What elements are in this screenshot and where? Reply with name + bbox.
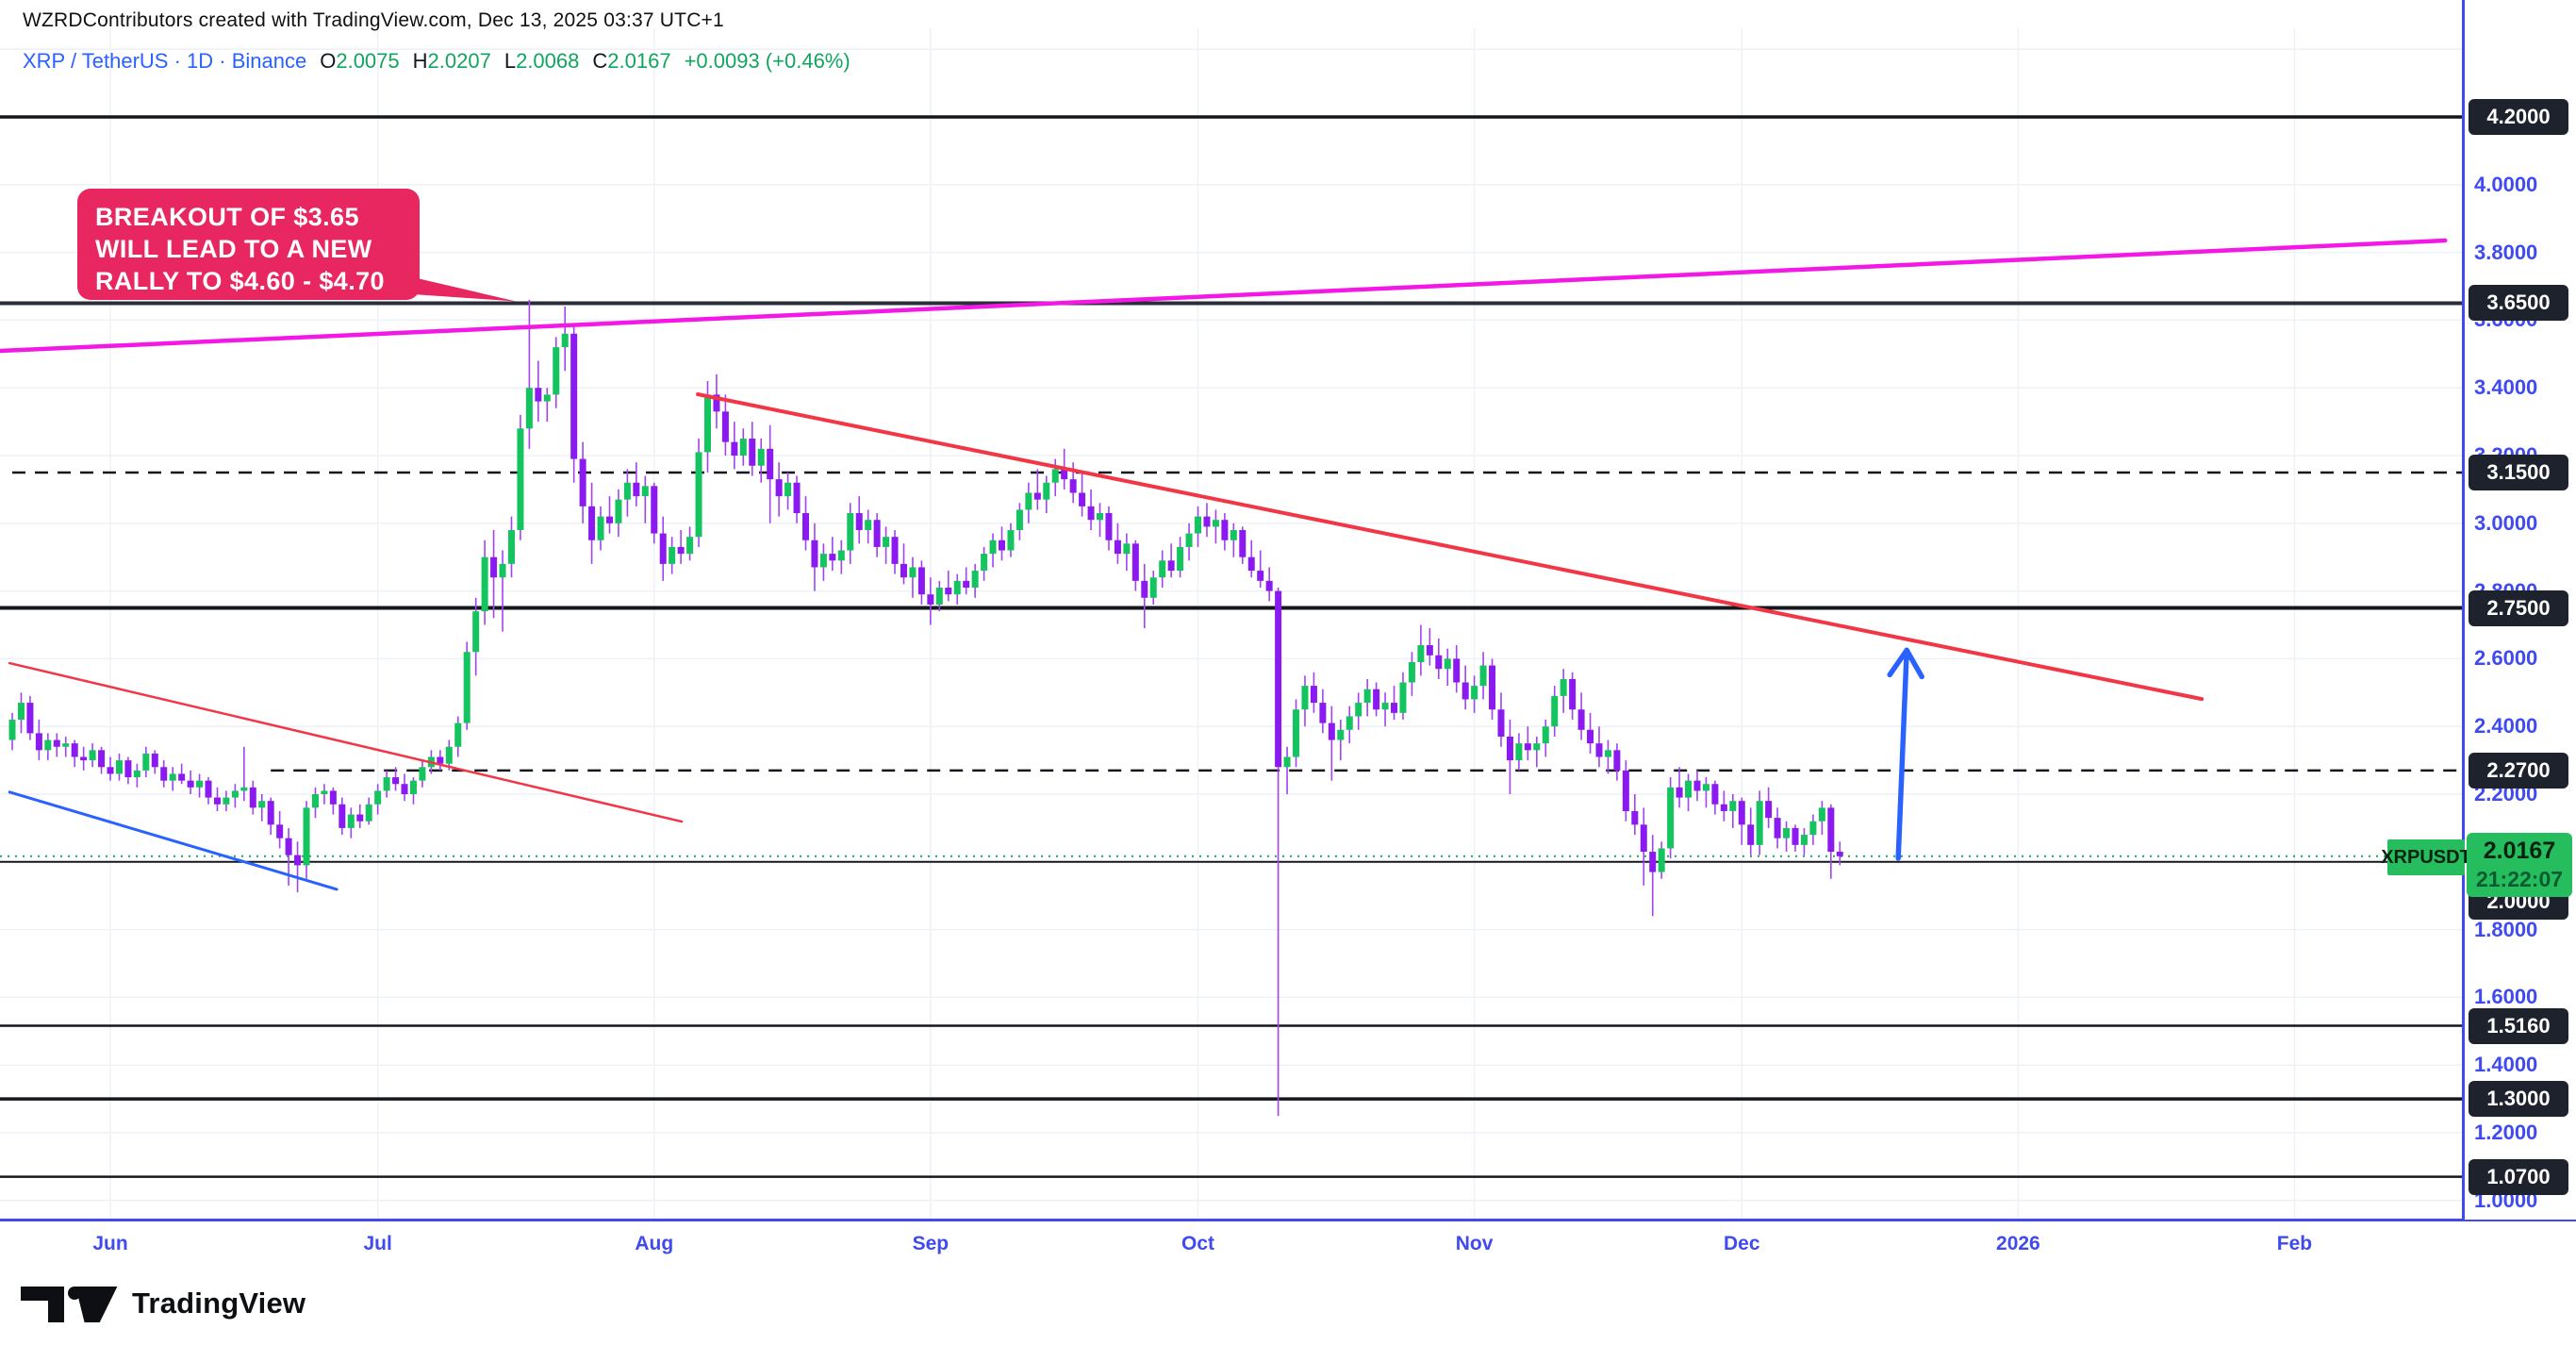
price-level-badge-1.0700: 1.0700 (2469, 1158, 2568, 1195)
ascending-magenta[interactable] (0, 238, 2448, 354)
price-tick-3.0000: 3.0000 (2474, 510, 2538, 535)
blue-up-arrow[interactable] (1887, 647, 1924, 861)
time-tick-Jul: Jul (363, 1233, 392, 1254)
time-tick-Sep: Sep (912, 1233, 949, 1254)
time-tick-Jun: Jun (92, 1233, 128, 1254)
close-label: C (592, 49, 608, 73)
time-tick-2026: 2026 (1996, 1233, 2040, 1254)
price-tick-4.0000: 4.0000 (2474, 172, 2538, 196)
price-level-badge-2.7500: 2.7500 (2469, 589, 2568, 626)
tradingview-logo-icon (21, 1287, 118, 1322)
price-tick-1.8000: 1.8000 (2474, 917, 2538, 941)
price-tick-3.4000: 3.4000 (2474, 375, 2538, 400)
price-tick-1.4000: 1.4000 (2474, 1053, 2538, 1077)
change-value: +0.0093 (+0.46%) (684, 49, 850, 73)
last-price-value: 2.0167 (2483, 838, 2556, 864)
candles (8, 299, 1843, 1117)
price-tick-2.6000: 2.6000 (2474, 646, 2538, 671)
tradingview-logo[interactable]: TradingView (21, 1281, 305, 1326)
time-axis[interactable]: Jun Jul Aug Sep Oct Nov Dec 2026 Feb (0, 1220, 2576, 1270)
trendlines[interactable] (0, 238, 2448, 891)
price-level-lines[interactable] (0, 115, 2463, 1178)
bar-countdown: 21:22:07 (2475, 867, 2564, 891)
time-tick-Aug: Aug (635, 1233, 674, 1254)
low-value: 2.0068 (516, 49, 580, 73)
high-value: 2.0207 (427, 49, 491, 73)
symbol-legend[interactable]: XRP / TetherUS · 1D · Binance O2.0075 H2… (23, 49, 850, 74)
symbol-price-tag: XRPUSDT (2381, 839, 2471, 875)
time-tick-Dec: Dec (1724, 1233, 1760, 1254)
high-label: H (412, 49, 428, 73)
price-level-badge-3.1500: 3.1500 (2469, 454, 2568, 490)
price-tick-1.2000: 1.2000 (2474, 1121, 2538, 1144)
last-price-label: 2.0167 21:22:07 (2467, 833, 2572, 897)
price-level-badge-3.6500: 3.6500 (2469, 285, 2568, 322)
time-tick-Oct: Oct (1181, 1233, 1215, 1254)
price-level-badge-1.5160: 1.5160 (2469, 1007, 2568, 1044)
open-value: 2.0075 (336, 49, 400, 73)
descending-red-main[interactable] (696, 392, 2204, 702)
price-level-badge-4.2000: 4.2000 (2469, 99, 2568, 135)
close-value: 2.0167 (607, 49, 671, 73)
price-tick-2.4000: 2.4000 (2474, 714, 2538, 739)
price-tick-3.8000: 3.8000 (2474, 240, 2538, 264)
symbol-title[interactable]: XRP / TetherUS · 1D · Binance (23, 49, 307, 73)
tradingview-logo-text: TradingView (132, 1287, 306, 1320)
price-axis[interactable]: 4.00003.80003.60003.40003.20003.00002.80… (2463, 0, 2576, 1220)
price-level-badge-1.3000: 1.3000 (2469, 1081, 2568, 1118)
callout-line-3: RALLY TO $4.60 - $4.70 (95, 267, 385, 295)
callout-bubble[interactable] (77, 189, 517, 302)
open-label: O (320, 49, 337, 73)
callout-annotation[interactable]: BREAKOUT OF $3.65 WILL LEAD TO A NEW RAL… (95, 201, 385, 297)
price-level-badge-2.2700: 2.2700 (2469, 752, 2568, 789)
descending-blue-small[interactable] (8, 790, 339, 891)
descending-red-small[interactable] (8, 661, 684, 823)
low-label: L (504, 49, 517, 73)
callout-line-1: BREAKOUT OF $3.65 (95, 203, 359, 231)
watermark-text: WZRDContributors created with TradingVie… (23, 9, 724, 31)
price-tick-1.6000: 1.6000 (2474, 985, 2538, 1009)
time-tick-Nov: Nov (1455, 1233, 1494, 1254)
callout-line-2: WILL LEAD TO A NEW (95, 235, 372, 263)
time-tick-Feb: Feb (2276, 1233, 2313, 1254)
